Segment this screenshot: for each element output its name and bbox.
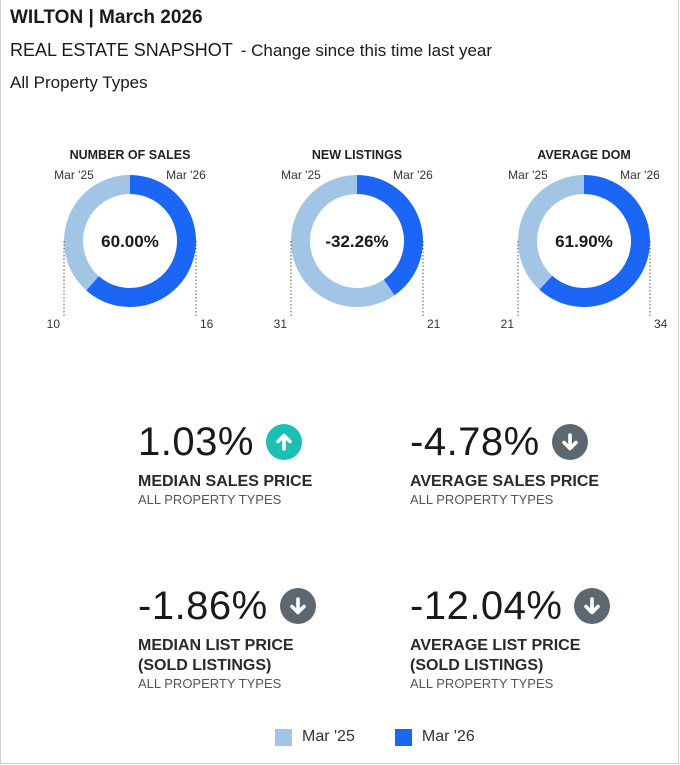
chart-legend: Mar '25 Mar '26 <box>275 728 515 746</box>
arrow-up-icon <box>265 424 302 460</box>
donut-label-prior: Mar '25 <box>54 168 94 182</box>
donut-label-current: Mar '26 <box>166 168 206 182</box>
donut-1: NEW LISTINGS Mar '25 Mar '26 -32.26% 31 21 <box>274 148 441 331</box>
legend-label-current: Mar '26 <box>421 728 475 745</box>
legend-swatch-current <box>394 728 412 746</box>
metric-label: MEDIAN LIST PRICE (SOLD LISTINGS) <box>138 636 316 676</box>
donut-label-current: Mar '26 <box>620 168 660 182</box>
donut-value-prior: 21 <box>501 317 515 331</box>
arrow-down-icon <box>574 588 611 624</box>
donut-0: NUMBER OF SALES Mar '25 Mar '26 60.00% 10 16 <box>47 148 214 331</box>
donut-slice-prior <box>517 175 584 290</box>
donut-title: NEW LISTINGS <box>312 148 402 162</box>
arrow-down-icon <box>551 424 588 460</box>
donut-2: AVERAGE DOM Mar '25 Mar '26 61.90% 21 34 <box>501 148 668 331</box>
page-title: WILTON | March 2026 <box>10 7 203 28</box>
donut-slice-current <box>86 175 197 307</box>
property-types-label: All Property Types <box>10 73 148 92</box>
arrow-down-icon <box>279 588 316 624</box>
legend-label-prior: Mar '25 <box>302 728 355 745</box>
metric-sublabel: ALL PROPERTY TYPES <box>138 492 282 507</box>
donut-label-current: Mar '26 <box>393 168 433 182</box>
metric-average-list-price: -12.04% AVERAGE LIST PRICE (SOLD LISTING… <box>410 584 611 692</box>
legend-item-current: Mar '26 <box>394 728 475 746</box>
donut-center-label: 60.00% <box>101 232 159 251</box>
metric-median-list-price: -1.86% MEDIAN LIST PRICE (SOLD LISTINGS)… <box>138 586 316 692</box>
metric-sublabel: ALL PROPERTY TYPES <box>138 676 282 691</box>
metric-median-sales-price: 1.03% MEDIAN SALES PRICE ALL PROPERTY TY… <box>138 422 312 508</box>
metric-label-line1: AVERAGE LIST PRICE <box>410 637 581 654</box>
snapshot-title: REAL ESTATE SNAPSHOT <box>10 40 233 60</box>
donut-value-prior: 31 <box>274 317 288 331</box>
change-note: - Change since this time last year <box>240 41 493 60</box>
donut-center-label: -32.26% <box>325 232 388 251</box>
metric-label: MEDIAN SALES PRICE <box>138 473 313 490</box>
donut-value-current: 16 <box>200 317 214 331</box>
donut-slice-prior <box>64 175 130 291</box>
donut-title: AVERAGE DOM <box>537 148 631 162</box>
donut-slice-current <box>539 175 650 307</box>
donut-value-current: 34 <box>654 317 668 331</box>
metric-value: 1.03% <box>138 420 254 464</box>
metric-average-sales-price: -4.78% AVERAGE SALES PRICE ALL PROPERTY … <box>410 422 599 508</box>
metric-sublabel: ALL PROPERTY TYPES <box>410 676 554 691</box>
metric-value: -4.78% <box>410 420 540 464</box>
metric-label-line2: (SOLD LISTINGS) <box>138 657 272 674</box>
metric-value: -12.04% <box>410 584 563 628</box>
metric-label-line1: MEDIAN LIST PRICE <box>138 637 294 654</box>
donut-slice-prior <box>291 175 395 307</box>
legend-item-prior: Mar '25 <box>275 728 355 746</box>
donut-slice-current <box>357 175 423 296</box>
metric-sublabel: ALL PROPERTY TYPES <box>410 492 554 507</box>
donut-label-prior: Mar '25 <box>508 168 548 182</box>
donut-title: NUMBER OF SALES <box>70 148 191 162</box>
donut-center-label: 61.90% <box>555 232 613 251</box>
page-subtitle: REAL ESTATE SNAPSHOT - Change since this … <box>10 40 492 61</box>
donut-value-prior: 10 <box>47 317 61 331</box>
metric-label-line2: (SOLD LISTINGS) <box>410 657 544 674</box>
donut-label-prior: Mar '25 <box>281 168 321 182</box>
metric-value: -1.86% <box>138 584 268 628</box>
metric-label: AVERAGE LIST PRICE (SOLD LISTINGS) <box>410 636 610 676</box>
donut-value-current: 21 <box>427 317 441 331</box>
legend-swatch-prior <box>275 728 292 746</box>
metric-label: AVERAGE SALES PRICE <box>410 473 600 490</box>
